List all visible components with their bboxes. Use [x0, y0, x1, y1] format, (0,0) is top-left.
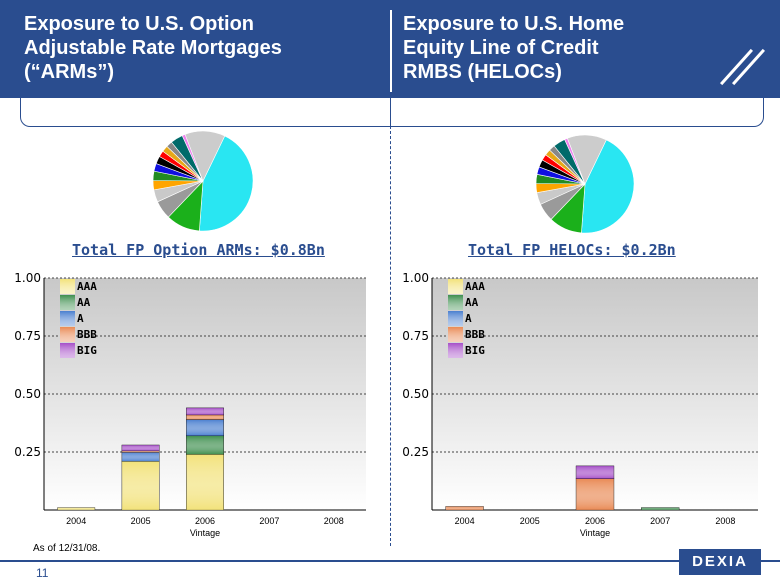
legend-label-AA: AA: [465, 296, 479, 309]
bar-shine-2006-AA: [186, 435, 224, 455]
x-tick-label: 2005: [131, 516, 151, 526]
right-section-title: Total FP HELOCs: $0.2Bn: [468, 241, 676, 259]
y-tick-label: 0.50: [402, 387, 429, 401]
dexia-logo: DEXIA: [679, 549, 761, 575]
legend-swatch-shine-BIG: [448, 343, 463, 358]
legend-swatch-shine-AAA: [448, 279, 463, 294]
bar-shine-2006-BBB: [186, 414, 224, 420]
x-axis-title: Vintage: [190, 528, 220, 538]
x-tick-label: 2005: [520, 516, 540, 526]
footnote: As of 12/31/08.: [33, 543, 101, 554]
legend-swatch-shine-BBB: [448, 327, 463, 342]
legend-label-A: A: [77, 312, 84, 325]
bar-shine-2005-BBB: [121, 450, 160, 453]
x-tick-label: 2008: [324, 516, 344, 526]
legend-swatch-shine-AAA: [60, 279, 75, 294]
legend-swatch-shine-A: [60, 311, 75, 326]
band-divider: [390, 98, 391, 126]
pie-slice: [184, 130, 226, 182]
bar-shine-2005-BIG: [121, 445, 160, 451]
x-tick-label: 2004: [455, 516, 475, 526]
left-title-line-2: Adjustable Rate Mortgages: [24, 37, 282, 59]
y-tick-label: 1.00: [14, 271, 41, 285]
legend-label-BBB: BBB: [77, 328, 97, 341]
left-title-line-1: Exposure to U.S. Option: [24, 13, 255, 35]
header-band: [20, 98, 764, 127]
bar-shine-2005-A: [121, 452, 160, 462]
pie-slice: [581, 139, 635, 234]
x-tick-label: 2006: [195, 516, 215, 526]
header-divider: [390, 10, 392, 92]
y-tick-label: 0.75: [14, 329, 41, 343]
page-number: 11: [36, 566, 49, 580]
left-pie-chart: [152, 130, 254, 232]
y-tick-label: 0.25: [14, 445, 41, 459]
y-tick-label: 1.00: [402, 271, 429, 285]
right-header-title: Exposure to U.S. Home Equity Line of Cre…: [403, 12, 624, 84]
y-tick-label: 0.50: [14, 387, 41, 401]
x-tick-label: 2007: [259, 516, 279, 526]
y-tick-label: 0.75: [402, 329, 429, 343]
x-tick-label: 2007: [650, 516, 670, 526]
right-bar-chart: 0.25 0.50 0.75 1.00 2004 2005 2006 2007 2008 Vint…: [402, 271, 758, 538]
slide-header: Exposure to U.S. Option Adjustable Rate …: [0, 0, 780, 98]
center-divider: [390, 126, 392, 546]
left-header-title: Exposure to U.S. Option Adjustable Rate …: [24, 12, 282, 84]
x-tick-label: 2004: [66, 516, 86, 526]
bar-shine-2005-AAA: [121, 461, 160, 510]
right-title-line-3: RMBS (HELOCs): [403, 61, 562, 83]
bar-shine-2004-AAA: [57, 507, 95, 510]
right-title-line-1: Exposure to U.S. Home: [403, 13, 625, 35]
legend-swatch-shine-A: [448, 311, 463, 326]
bar-shine-2004-BBB: [445, 506, 484, 510]
bar-shine-2006-BIG: [186, 407, 224, 415]
left-title-line-3: (“ARMs”): [24, 61, 114, 83]
legend-label-AA: AA: [77, 296, 91, 309]
legend-label-A: A: [465, 312, 472, 325]
x-axis-title: Vintage: [580, 528, 610, 538]
legend-label-AAA: AAA: [465, 280, 485, 293]
bar-shine-2006-BBB: [576, 478, 614, 510]
right-pie-chart: [535, 134, 635, 234]
bar-shine-2007-AA: [641, 507, 680, 510]
bar-shine-2006-BIG: [576, 465, 614, 479]
x-tick-label: 2006: [585, 516, 605, 526]
right-title-line-2: Equity Line of Credit: [403, 37, 599, 59]
legend-swatch-shine-BBB: [60, 327, 75, 342]
x-tick-label: 2008: [715, 516, 735, 526]
left-bar-chart: 0.25 0.50 0.75 1.00 2004 2005 2006 2007 2008 Vint…: [14, 271, 366, 538]
legend-label-AAA: AAA: [77, 280, 97, 293]
legend-label-BIG: BIG: [77, 344, 97, 357]
footer-line: [0, 560, 780, 562]
y-tick-label: 0.25: [402, 445, 429, 459]
legend-swatch-shine-AA: [448, 295, 463, 310]
bar-shine-2006-AAA: [186, 454, 224, 510]
pie-slice: [199, 135, 254, 232]
legend-swatch-shine-AA: [60, 295, 75, 310]
legend-label-BIG: BIG: [465, 344, 485, 357]
bar-shine-2006-A: [186, 419, 224, 436]
legend-swatch-shine-BIG: [60, 343, 75, 358]
pie-slice: [567, 134, 607, 185]
left-section-title: Total FP Option ARMs: $0.8Bn: [72, 241, 325, 259]
legend-label-BBB: BBB: [465, 328, 485, 341]
